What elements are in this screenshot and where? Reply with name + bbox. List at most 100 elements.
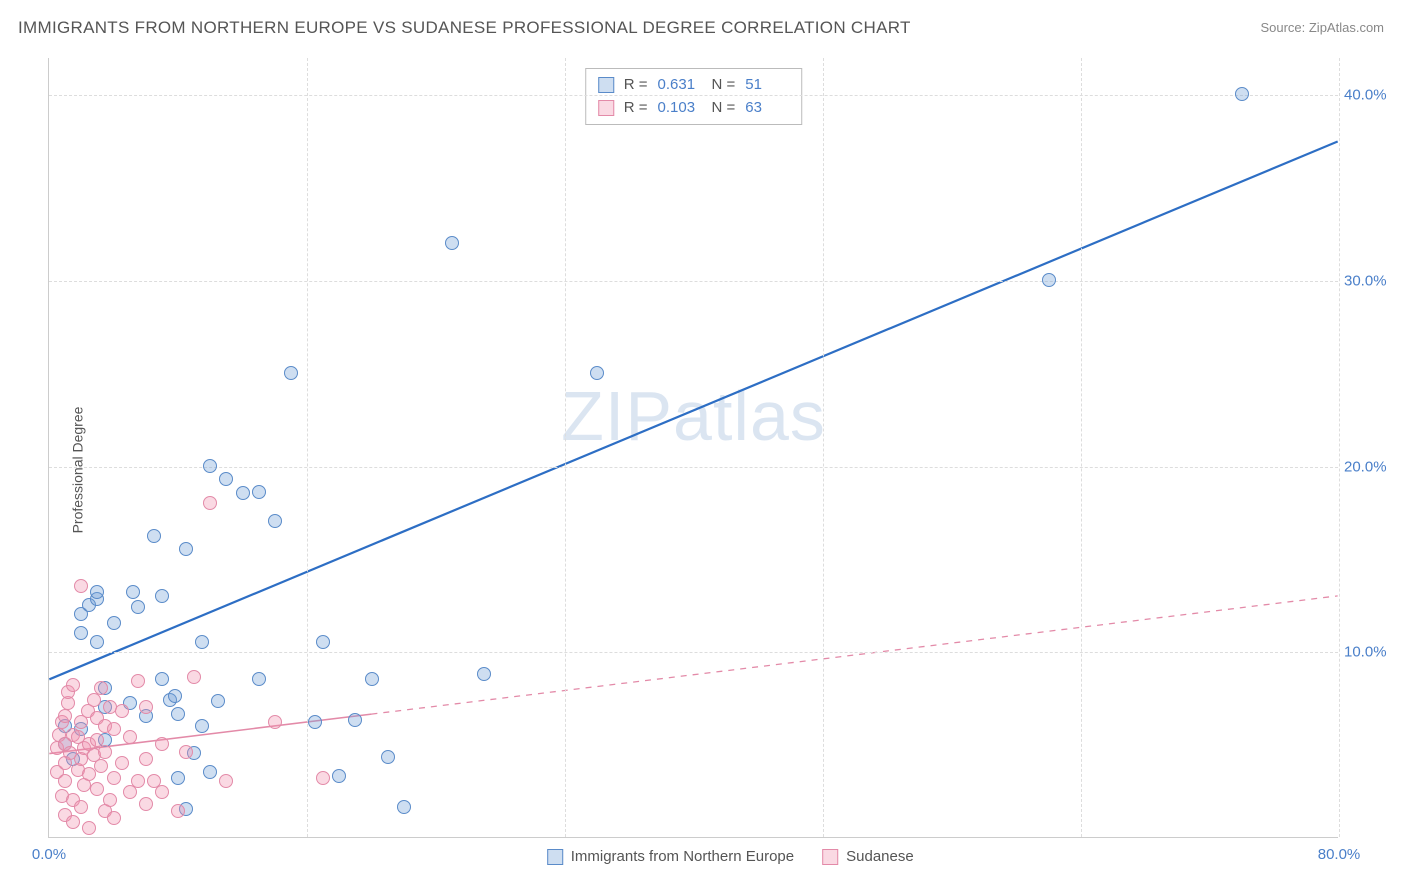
scatter-point bbox=[211, 694, 225, 708]
stat-n-label: N = bbox=[712, 74, 736, 97]
scatter-point bbox=[171, 707, 185, 721]
stats-row: R = 0.631 N = 51 bbox=[598, 74, 790, 97]
scatter-point bbox=[155, 785, 169, 799]
stat-n-value: 51 bbox=[745, 74, 789, 97]
x-tick-label: 0.0% bbox=[32, 846, 66, 863]
legend-label: Sudanese bbox=[846, 848, 914, 865]
gridline-h bbox=[49, 95, 1338, 96]
scatter-point bbox=[82, 821, 96, 835]
scatter-point bbox=[171, 804, 185, 818]
scatter-point bbox=[98, 745, 112, 759]
watermark: ZIPatlas bbox=[561, 376, 826, 456]
scatter-point bbox=[1235, 87, 1249, 101]
gridline-v bbox=[1339, 58, 1340, 837]
scatter-point bbox=[348, 713, 362, 727]
stats-row: R = 0.103 N = 63 bbox=[598, 97, 790, 120]
scatter-point bbox=[139, 752, 153, 766]
scatter-point bbox=[74, 626, 88, 640]
scatter-point bbox=[66, 815, 80, 829]
gridline-v bbox=[565, 58, 566, 837]
legend-label: Immigrants from Northern Europe bbox=[571, 848, 794, 865]
legend-item: Immigrants from Northern Europe bbox=[547, 848, 794, 865]
scatter-point bbox=[107, 722, 121, 736]
scatter-point bbox=[381, 750, 395, 764]
y-tick-label: 10.0% bbox=[1344, 644, 1400, 661]
scatter-point bbox=[268, 514, 282, 528]
scatter-point bbox=[1042, 273, 1056, 287]
stat-n-label: N = bbox=[712, 97, 736, 120]
scatter-point bbox=[477, 667, 491, 681]
scatter-point bbox=[365, 672, 379, 686]
scatter-point bbox=[168, 689, 182, 703]
scatter-point bbox=[445, 236, 459, 250]
legend-swatch bbox=[547, 849, 563, 865]
gridline-h bbox=[49, 652, 1338, 653]
scatter-point bbox=[195, 719, 209, 733]
scatter-point bbox=[236, 486, 250, 500]
scatter-point bbox=[179, 745, 193, 759]
scatter-point bbox=[131, 674, 145, 688]
gridline-h bbox=[49, 281, 1338, 282]
scatter-point bbox=[94, 759, 108, 773]
scatter-point bbox=[94, 681, 108, 695]
legend-swatch bbox=[822, 849, 838, 865]
chart-container: Professional Degree ZIPatlas R =0.631N =… bbox=[0, 48, 1406, 892]
scatter-point bbox=[139, 797, 153, 811]
stats-legend: R = 0.631 N = 51 R = 0.103 N = 63 bbox=[585, 68, 803, 125]
scatter-point bbox=[103, 793, 117, 807]
scatter-point bbox=[203, 496, 217, 510]
stat-n-value: 63 bbox=[745, 97, 789, 120]
legend-item: Sudanese bbox=[822, 848, 914, 865]
scatter-point bbox=[187, 670, 201, 684]
y-tick-label: 30.0% bbox=[1344, 272, 1400, 289]
scatter-point bbox=[179, 542, 193, 556]
scatter-point bbox=[155, 737, 169, 751]
scatter-point bbox=[107, 616, 121, 630]
scatter-point bbox=[115, 756, 129, 770]
scatter-point bbox=[126, 585, 140, 599]
scatter-point bbox=[195, 635, 209, 649]
stat-r-label: R = bbox=[624, 74, 648, 97]
scatter-point bbox=[316, 771, 330, 785]
x-tick-label: 80.0% bbox=[1318, 846, 1361, 863]
scatter-point bbox=[115, 704, 129, 718]
scatter-point bbox=[90, 635, 104, 649]
scatter-point bbox=[252, 672, 266, 686]
legend-swatch bbox=[598, 100, 614, 116]
gridline-v bbox=[1081, 58, 1082, 837]
scatter-point bbox=[147, 529, 161, 543]
scatter-point bbox=[139, 700, 153, 714]
gridline-v bbox=[823, 58, 824, 837]
scatter-point bbox=[397, 800, 411, 814]
scatter-point bbox=[155, 589, 169, 603]
scatter-point bbox=[316, 635, 330, 649]
trend-lines-layer bbox=[49, 58, 1338, 837]
scatter-point bbox=[203, 459, 217, 473]
scatter-point bbox=[203, 765, 217, 779]
scatter-point bbox=[107, 811, 121, 825]
stat-r-value: 0.631 bbox=[658, 74, 702, 97]
scatter-point bbox=[219, 472, 233, 486]
stat-r-value: 0.103 bbox=[658, 97, 702, 120]
scatter-point bbox=[284, 366, 298, 380]
scatter-point bbox=[107, 771, 121, 785]
scatter-point bbox=[74, 800, 88, 814]
scatter-point bbox=[123, 730, 137, 744]
gridline-h bbox=[49, 467, 1338, 468]
scatter-point bbox=[58, 709, 72, 723]
scatter-point bbox=[590, 366, 604, 380]
scatter-point bbox=[252, 485, 266, 499]
legend-swatch bbox=[598, 77, 614, 93]
scatter-point bbox=[131, 774, 145, 788]
scatter-point bbox=[219, 774, 233, 788]
source-label: Source: ZipAtlas.com bbox=[1260, 20, 1384, 35]
scatter-point bbox=[268, 715, 282, 729]
legend-bottom: Immigrants from Northern Europe Sudanese bbox=[547, 848, 914, 865]
scatter-point bbox=[332, 769, 346, 783]
scatter-point bbox=[171, 771, 185, 785]
stat-r-label: R = bbox=[624, 97, 648, 120]
scatter-point bbox=[66, 678, 80, 692]
y-tick-label: 20.0% bbox=[1344, 458, 1400, 475]
scatter-point bbox=[90, 585, 104, 599]
y-tick-label: 40.0% bbox=[1344, 87, 1400, 104]
